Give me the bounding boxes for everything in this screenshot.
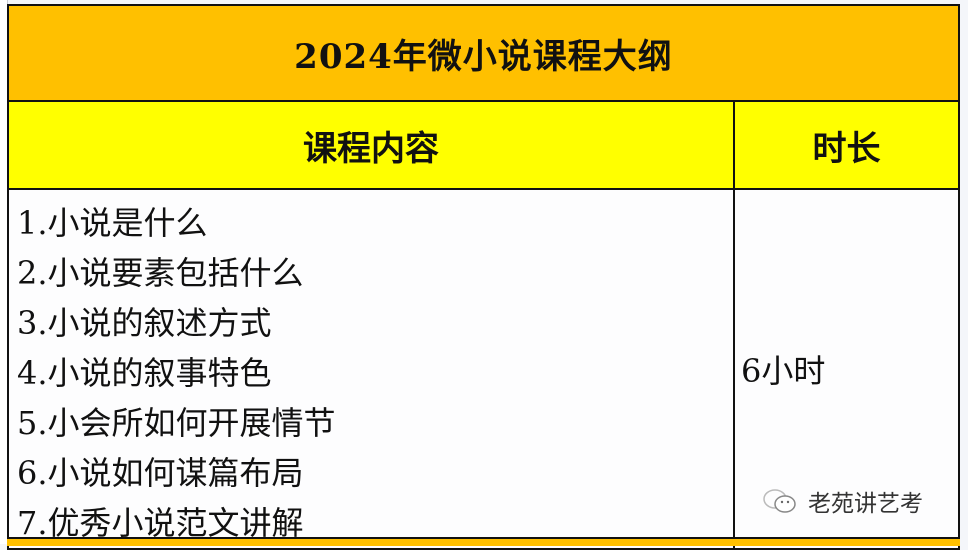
duration-cell: 6小时	[733, 188, 960, 550]
watermark: 老苑讲艺考	[762, 484, 923, 518]
list-item: 3.小说的叙述方式	[17, 304, 272, 342]
course-outline-table: 2024年微小说课程大纲 课程内容 时长 1.小说是什么 2.小说要素包括什么 …	[7, 4, 960, 550]
list-item: 6.小说如何谋篇布局	[17, 454, 304, 492]
table-title: 2024年微小说课程大纲	[7, 4, 960, 102]
list-item: 5.小会所如何开展情节	[17, 404, 336, 442]
next-row-strip	[7, 537, 960, 546]
wechat-icon	[763, 489, 796, 513]
list-item: 2.小说要素包括什么	[17, 254, 304, 292]
header-duration: 时长	[733, 100, 960, 190]
list-item: 1.小说是什么	[17, 204, 208, 242]
content-cell: 1.小说是什么 2.小说要素包括什么 3.小说的叙述方式 4.小说的叙事特色 5…	[7, 188, 735, 550]
header-content: 课程内容	[7, 100, 735, 190]
list-item: 7.优秀小说范文讲解	[17, 504, 304, 542]
watermark-text: 老苑讲艺考	[808, 491, 923, 517]
list-item: 4.小说的叙事特色	[17, 354, 272, 392]
course-items: 1.小说是什么 2.小说要素包括什么 3.小说的叙述方式 4.小说的叙事特色 5…	[9, 190, 733, 548]
